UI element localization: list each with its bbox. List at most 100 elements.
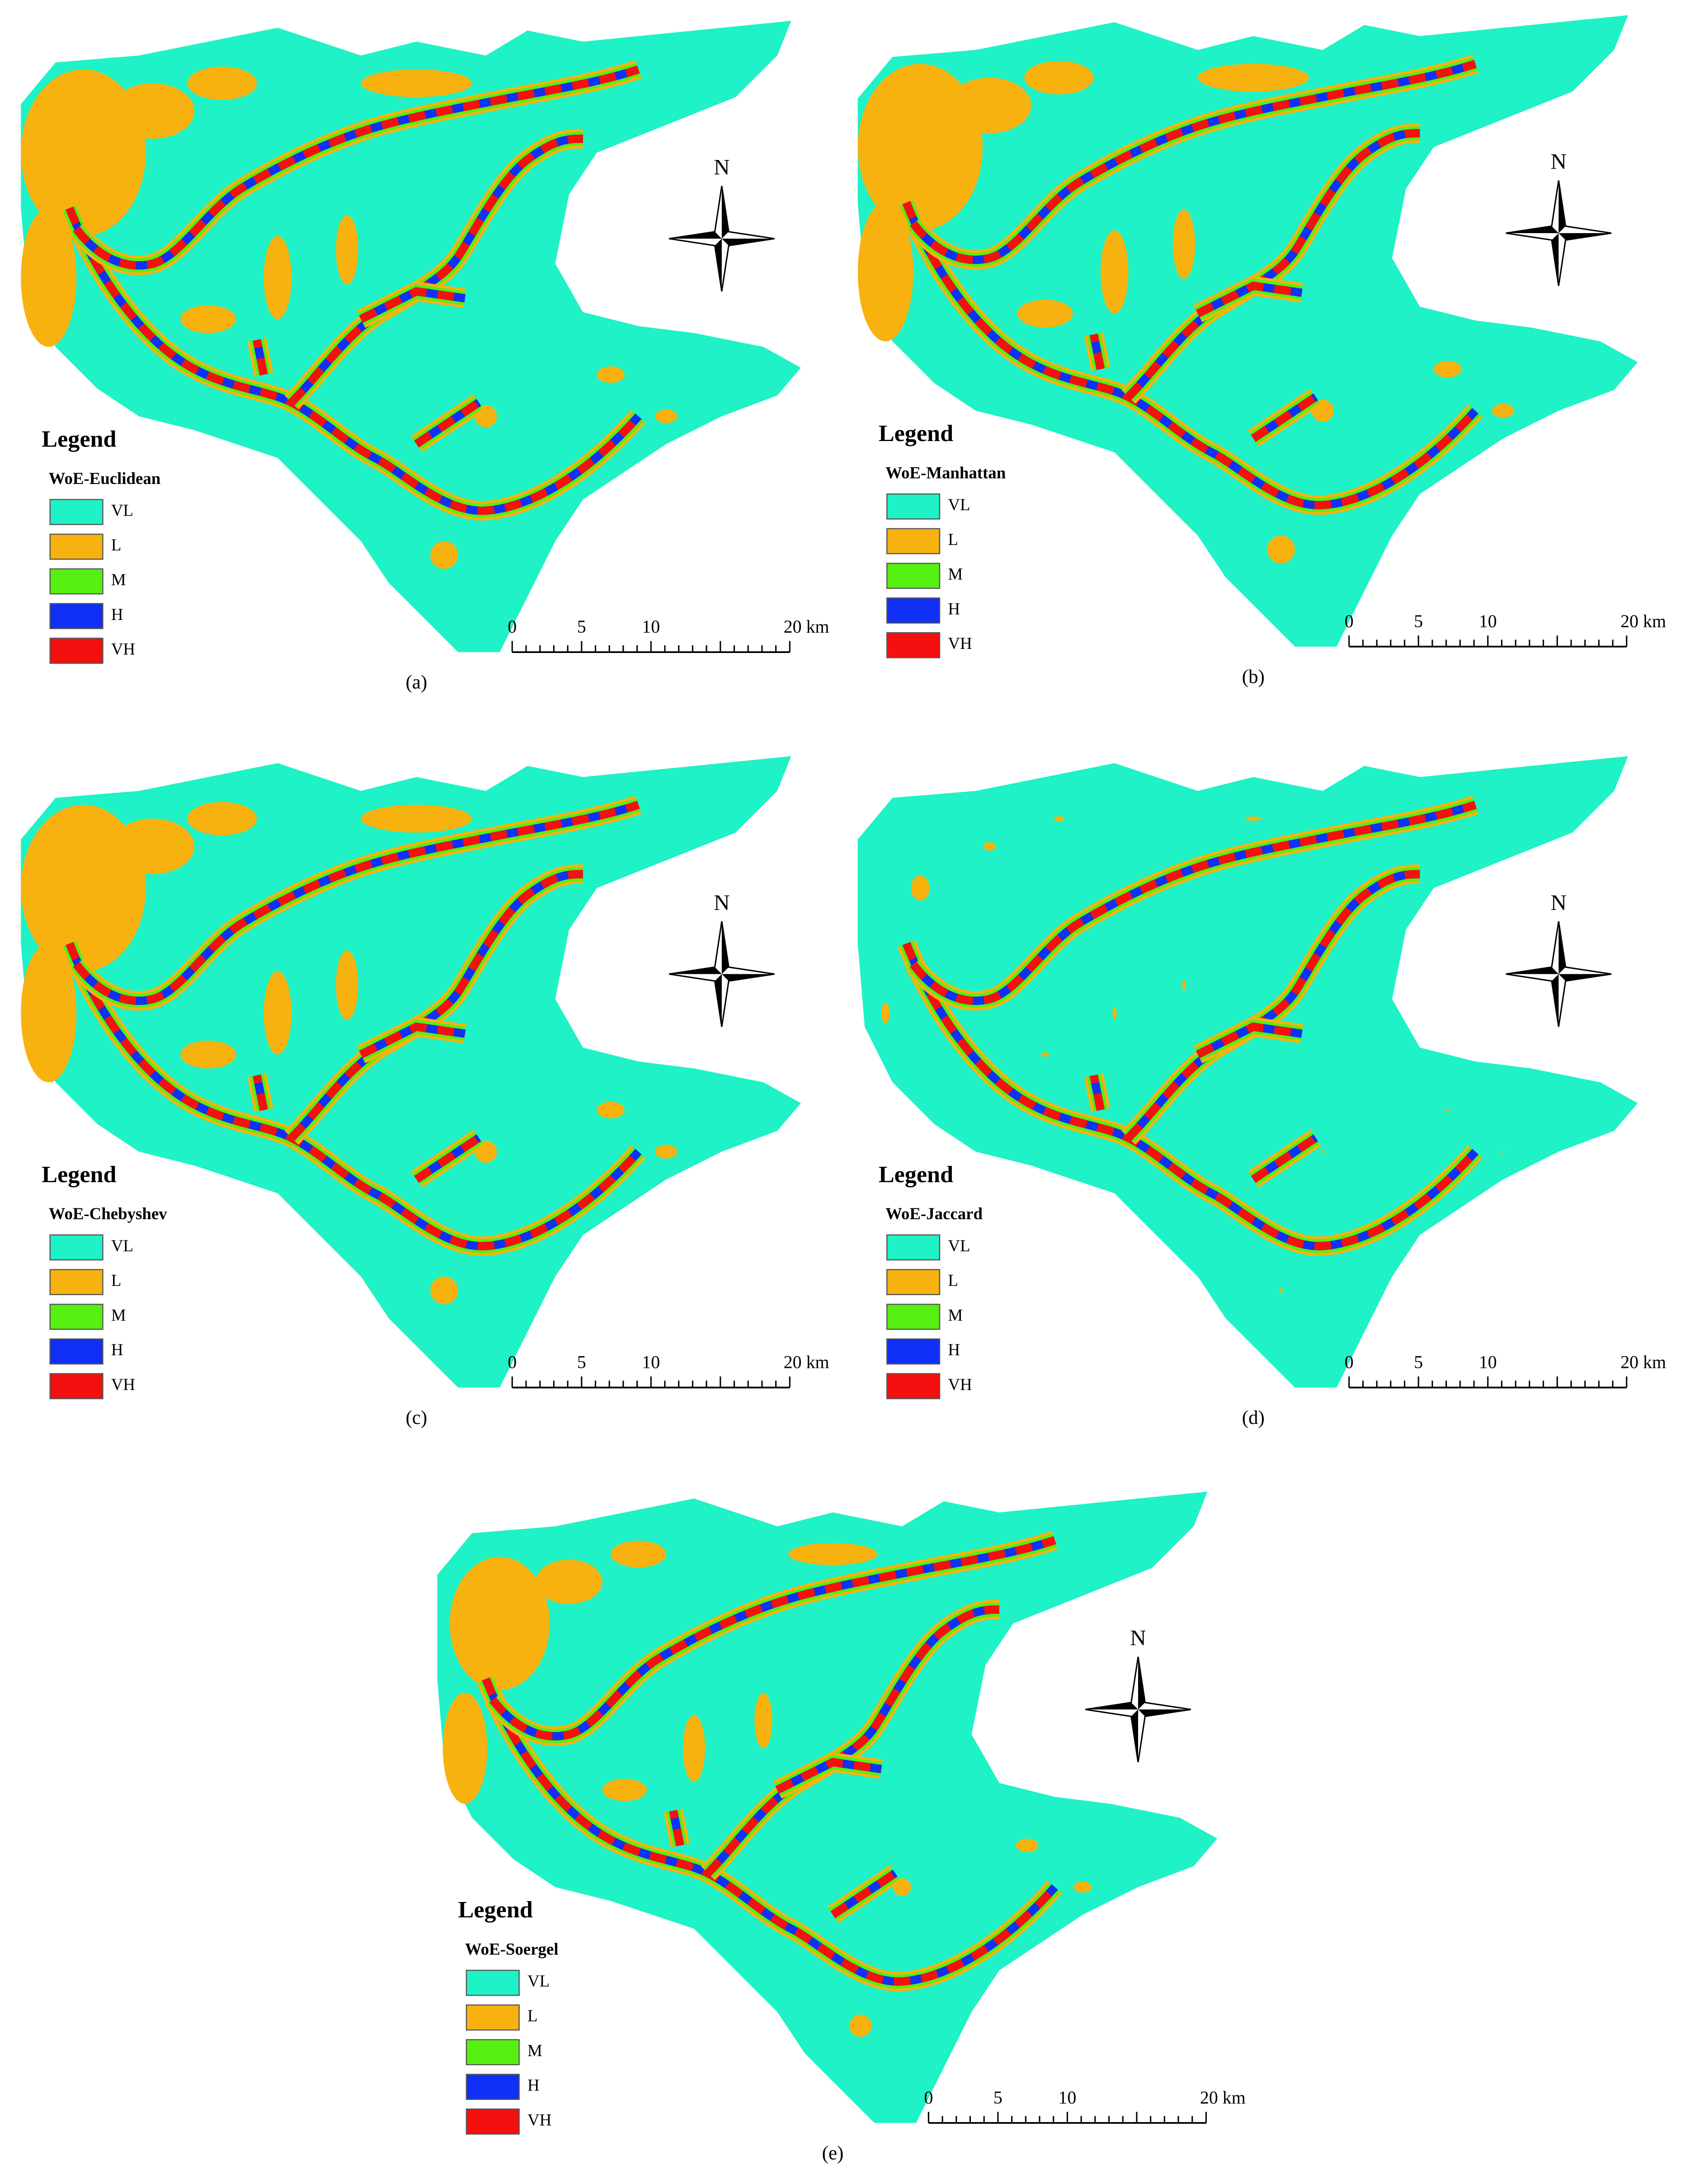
legend-swatch: [49, 1373, 104, 1400]
river-very-high: [359, 1022, 466, 1058]
low-zone: [180, 305, 236, 333]
legend-title: WoE-Jaccard: [885, 1204, 983, 1223]
low-zone: [21, 943, 77, 1083]
low-zone: [911, 875, 930, 901]
low-zone: [430, 1276, 458, 1305]
legend-label: VL: [111, 1236, 133, 1255]
north-arrow: N: [1085, 1625, 1191, 1762]
low-zone: [788, 1543, 877, 1565]
low-zone: [1016, 1839, 1038, 1852]
legend-swatch: [886, 1373, 941, 1400]
legend-label: VL: [948, 495, 970, 514]
scale-label: 20 km: [1620, 1352, 1666, 1372]
river-very-high: [482, 1677, 1058, 1986]
north-arrow: N: [1506, 890, 1612, 1027]
river-very-high: [489, 1536, 1056, 1741]
scale-label: 0: [508, 1352, 517, 1372]
river-very-high: [1251, 393, 1318, 442]
low-zone: [450, 1557, 550, 1690]
river-very-high: [73, 801, 640, 1005]
river-very-high: [253, 339, 268, 376]
scale-label: 10: [1479, 1352, 1497, 1372]
panel-caption: (c): [405, 1407, 427, 1428]
legend-label: M: [111, 1306, 126, 1324]
low-zone: [111, 83, 195, 139]
low-zone: [442, 1693, 487, 1804]
low-zone: [983, 842, 996, 851]
river-very-high: [73, 65, 640, 270]
legend-title: WoE-Soergel: [465, 1940, 559, 1959]
river-very-high: [1089, 333, 1105, 370]
legend-label: H: [111, 1340, 123, 1359]
river-high: [705, 1605, 999, 1876]
legend-label: H: [111, 605, 123, 624]
basin-area: [437, 1491, 1218, 2123]
panel-caption: (e): [822, 2142, 844, 2164]
low-zone: [1172, 209, 1195, 279]
low-zone: [361, 69, 472, 97]
legend-label: VL: [527, 1972, 550, 1990]
scale-label: 20 km: [784, 1352, 829, 1372]
low-zone: [655, 1145, 678, 1159]
legend-title: WoE-Manhattan: [885, 464, 1006, 482]
north-arrow: N: [668, 890, 775, 1027]
legend-swatch: [49, 1234, 104, 1261]
legend-swatch: [886, 1338, 941, 1365]
low-zone: [264, 235, 292, 319]
low-zone: [336, 215, 358, 285]
scale-label: 0: [1345, 1352, 1354, 1372]
map-panel: N Legend WoE-Jaccard VL LMH VH 0 5 10 20 km (d): [857, 756, 1666, 1428]
scale-label: 5: [577, 1352, 586, 1372]
legend-swatch: [886, 563, 941, 589]
legend-swatch: [886, 528, 941, 554]
legend-heading: Legend: [42, 1161, 116, 1188]
scale-label: 0: [508, 616, 517, 637]
low-zone: [1198, 64, 1309, 92]
map-panel: N Legend WoE-Chebyshev VL LMH VH 0 5 10 20 km (c): [21, 756, 829, 1428]
legend-label: L: [527, 2006, 538, 2025]
river-very-high: [910, 60, 1477, 264]
legend-swatch: [886, 1234, 941, 1261]
legend-swatch: [49, 499, 104, 525]
north-label: N: [714, 890, 730, 915]
low-zone: [1101, 230, 1129, 314]
legend-label: VH: [948, 634, 972, 653]
low-zone: [1017, 300, 1073, 328]
legend-label: M: [111, 570, 126, 589]
legend-label: L: [948, 1271, 958, 1290]
legend-title: WoE-Euclidean: [49, 469, 161, 488]
low-zone: [1112, 1006, 1117, 1019]
scale-label: 10: [1058, 2087, 1076, 2108]
legend-swatch: [49, 1304, 104, 1330]
river-very-high: [902, 201, 1479, 510]
north-arrow: N: [1506, 149, 1612, 286]
panel-caption: (d): [1242, 1407, 1265, 1428]
low-zone: [536, 1559, 602, 1604]
low-zone: [1073, 1881, 1092, 1893]
legend-label: M: [948, 565, 963, 583]
low-zone: [597, 1101, 625, 1118]
legend-label: M: [527, 2041, 542, 2060]
low-zone: [754, 1693, 772, 1748]
scale-label: 0: [924, 2087, 933, 2108]
basin-area: [21, 756, 801, 1388]
legend-label: VH: [527, 2110, 551, 2129]
low-zone: [881, 1002, 890, 1024]
river-high: [1125, 129, 1420, 400]
river-very-high: [669, 1810, 684, 1846]
legend-swatch: [466, 2004, 520, 2031]
river-very-high: [414, 399, 481, 448]
legend-swatch: [49, 1338, 104, 1365]
river-very-high: [775, 1758, 882, 1794]
low-zone: [1321, 1150, 1325, 1154]
scale-label: 0: [1345, 611, 1354, 631]
river-high: [288, 870, 583, 1141]
panel-caption: (a): [405, 672, 427, 693]
legend-label: L: [111, 535, 121, 554]
legend-swatch: [466, 1969, 520, 1996]
low-zone: [1445, 1108, 1450, 1112]
legend-title: WoE-Chebyshev: [49, 1204, 168, 1223]
low-zone: [1492, 404, 1515, 418]
low-zone: [1267, 535, 1295, 564]
low-zone: [849, 2015, 872, 2037]
